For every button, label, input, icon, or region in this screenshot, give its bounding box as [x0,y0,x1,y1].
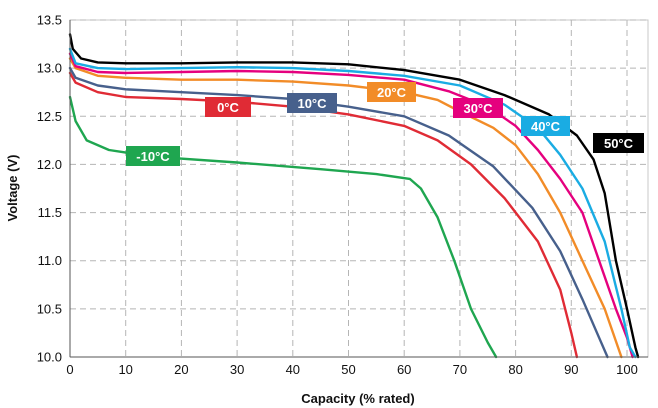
y-tick-label: 11.0 [38,253,62,268]
x-tick-label: 0 [66,362,73,377]
series-line [68,47,637,359]
series-line [68,71,579,359]
x-tick-label: 80 [508,362,522,377]
x-axis-title: Capacity (% rated) [301,391,414,406]
y-axis-title: Voltage (V) [5,155,20,222]
x-tick-label: 50 [341,362,355,377]
series-labels: -10°C 0°C 10°C 20°C 30°C 40°C 50°C [126,82,644,166]
series-label-box [126,146,180,166]
y-tick-label: 13.5 [37,13,62,28]
y-tick-label: 13.0 [37,61,62,76]
x-tick-label: 30 [230,362,244,377]
y-tick-label: 10.0 [37,350,62,365]
x-tick-label: 40 [286,362,300,377]
x-tick-label: 100 [616,362,638,377]
y-tick-label: 12.0 [37,157,62,172]
y-tick-label: 12.5 [37,109,62,124]
series-label: -10°C [136,149,170,164]
y-tick-label: 10.5 [37,301,62,316]
series-label-box [453,98,503,118]
series-label: 50°C [604,136,634,151]
plot-frame [69,19,649,358]
series-line [68,95,498,359]
series-line [68,33,640,359]
series-line [68,57,623,359]
series-label-box [367,82,416,102]
axes: 0 10 20 30 40 50 60 70 80 90 100 10.0 10.5 11.0 11.5 12… [37,13,648,377]
series-label: 40°C [531,119,561,134]
series-label-box [521,116,570,136]
series-label-box [287,93,337,113]
x-tick-label: 90 [564,362,578,377]
series-label-box [205,97,251,117]
x-tick-label: 60 [397,362,411,377]
series-label-box [593,133,644,153]
series-line [68,52,634,359]
x-tick-label: 70 [453,362,467,377]
x-tick-label: 10 [118,362,132,377]
series-lines [68,33,640,359]
series-label: 0°C [217,100,239,115]
series-label: 20°C [377,85,407,100]
x-tick-label: 20 [174,362,188,377]
series-label: 10°C [297,96,327,111]
y-tick-label: 11.5 [38,205,62,220]
gridlines [69,19,649,358]
series-label: 30°C [463,101,493,116]
series-line [68,66,609,359]
